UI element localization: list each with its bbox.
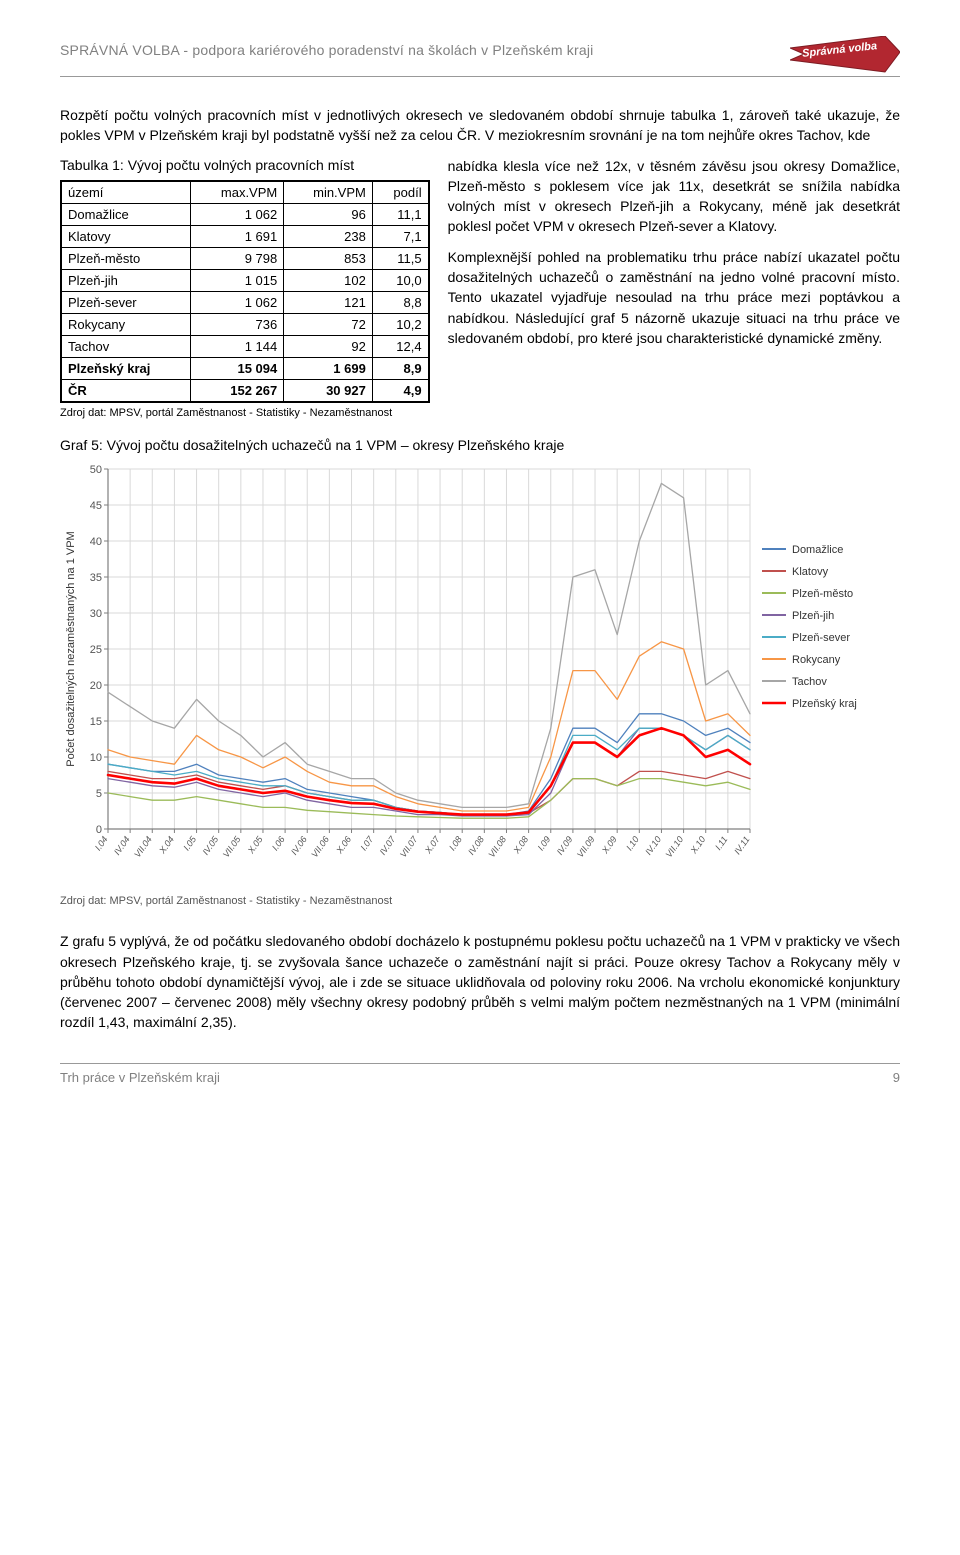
table-cell: 72 <box>284 314 373 336</box>
svg-text:Klatovy: Klatovy <box>792 566 829 578</box>
table-cell: Domažlice <box>61 204 190 226</box>
chart5-source: Zdroj dat: MPSV, portál Zaměstnanost - S… <box>60 895 900 907</box>
svg-text:Domažlice: Domažlice <box>792 544 843 556</box>
svg-text:25: 25 <box>90 644 102 656</box>
svg-text:Plzeň-město: Plzeň-město <box>792 588 853 600</box>
table-cell: 853 <box>284 248 373 270</box>
table-row: Domažlice1 0629611,1 <box>61 204 429 226</box>
table-cell: Plzeň-sever <box>61 292 190 314</box>
table-cell: 30 927 <box>284 380 373 403</box>
table1-header-cell: podíl <box>372 181 428 204</box>
table-row: Plzeň-jih1 01510210,0 <box>61 270 429 292</box>
table-cell: 9 798 <box>190 248 283 270</box>
closing-paragraph: Z grafu 5 vyplývá, že od počátku sledova… <box>60 931 900 1032</box>
header-title: SPRÁVNÁ VOLBA - podpora kariérového pora… <box>60 42 593 58</box>
svg-text:5: 5 <box>96 788 102 800</box>
page-header: SPRÁVNÁ VOLBA - podpora kariérového pora… <box>60 30 900 77</box>
table-row: Tachov1 1449212,4 <box>61 336 429 358</box>
table-cell: 238 <box>284 226 373 248</box>
table-cell: 1 699 <box>284 358 373 380</box>
table-cell: 121 <box>284 292 373 314</box>
svg-text:Tachov: Tachov <box>792 676 827 688</box>
table-cell: 1 062 <box>190 204 283 226</box>
svg-text:10: 10 <box>90 752 102 764</box>
table-cell: 4,9 <box>372 380 428 403</box>
table-cell: 1 062 <box>190 292 283 314</box>
chart5-title: Graf 5: Vývoj počtu dosažitelných uchaze… <box>60 437 900 453</box>
table1-source: Zdroj dat: MPSV, portál Zaměstnanost - S… <box>60 407 430 421</box>
right-paragraph-2: Komplexnější pohled na problematiku trhu… <box>448 247 900 348</box>
svg-text:15: 15 <box>90 716 102 728</box>
table-cell: Plzeň-město <box>61 248 190 270</box>
svg-text:20: 20 <box>90 680 102 692</box>
table-cell: 102 <box>284 270 373 292</box>
table-cell: 736 <box>190 314 283 336</box>
table-cell: 7,1 <box>372 226 428 248</box>
table-cell: 8,9 <box>372 358 428 380</box>
chart5: 05101520253035404550I.04IV.04VII.04X.04I… <box>60 459 900 889</box>
table-cell: 96 <box>284 204 373 226</box>
table1: územímax.VPMmin.VPMpodíl Domažlice1 0629… <box>60 180 430 403</box>
table-cell: 8,8 <box>372 292 428 314</box>
table-cell: 152 267 <box>190 380 283 403</box>
table-cell: 11,1 <box>372 204 428 226</box>
svg-text:40: 40 <box>90 536 102 548</box>
table-cell: Rokycany <box>61 314 190 336</box>
svg-text:Rokycany: Rokycany <box>792 654 841 666</box>
footer-page-number: 9 <box>893 1070 900 1085</box>
svg-text:50: 50 <box>90 464 102 476</box>
right-paragraph-1: nabídka klesla více než 12x, v těsném zá… <box>448 156 900 237</box>
table-cell: 1 144 <box>190 336 283 358</box>
svg-text:Plzeňský kraj: Plzeňský kraj <box>792 698 857 710</box>
table1-header-cell: min.VPM <box>284 181 373 204</box>
table-cell: 11,5 <box>372 248 428 270</box>
table1-header-cell: max.VPM <box>190 181 283 204</box>
svg-text:Plzeň-sever: Plzeň-sever <box>792 632 850 644</box>
table-cell: 15 094 <box>190 358 283 380</box>
table-row: Plzeňský kraj15 0941 6998,9 <box>61 358 429 380</box>
table-row: ČR152 26730 9274,9 <box>61 380 429 403</box>
svg-text:30: 30 <box>90 608 102 620</box>
table-cell: 12,4 <box>372 336 428 358</box>
footer-left: Trh práce v Plzeňském kraji <box>60 1070 220 1085</box>
table-cell: Plzeňský kraj <box>61 358 190 380</box>
table-cell: 1 015 <box>190 270 283 292</box>
table-cell: 10,0 <box>372 270 428 292</box>
table-row: Plzeň-sever1 0621218,8 <box>61 292 429 314</box>
page-footer: Trh práce v Plzeňském kraji 9 <box>60 1063 900 1085</box>
table-row: Plzeň-město9 79885311,5 <box>61 248 429 270</box>
table-cell: Klatovy <box>61 226 190 248</box>
table-row: Rokycany7367210,2 <box>61 314 429 336</box>
table-cell: Plzeň-jih <box>61 270 190 292</box>
logo: Správná volba <box>790 30 900 70</box>
table-cell: 10,2 <box>372 314 428 336</box>
table-cell: 1 691 <box>190 226 283 248</box>
table-cell: 92 <box>284 336 373 358</box>
svg-text:Počet dosažitelných nezaměstna: Počet dosažitelných nezaměstnaných na 1 … <box>65 532 77 767</box>
svg-text:45: 45 <box>90 500 102 512</box>
table1-title: Tabulka 1: Vývoj počtu volných pracovníc… <box>60 156 430 175</box>
table1-header-cell: území <box>61 181 190 204</box>
svg-text:35: 35 <box>90 572 102 584</box>
svg-text:Plzeň-jih: Plzeň-jih <box>792 610 834 622</box>
intro-paragraph: Rozpětí počtu volných pracovních míst v … <box>60 105 900 146</box>
table-cell: ČR <box>61 380 190 403</box>
table-row: Klatovy1 6912387,1 <box>61 226 429 248</box>
table-cell: Tachov <box>61 336 190 358</box>
